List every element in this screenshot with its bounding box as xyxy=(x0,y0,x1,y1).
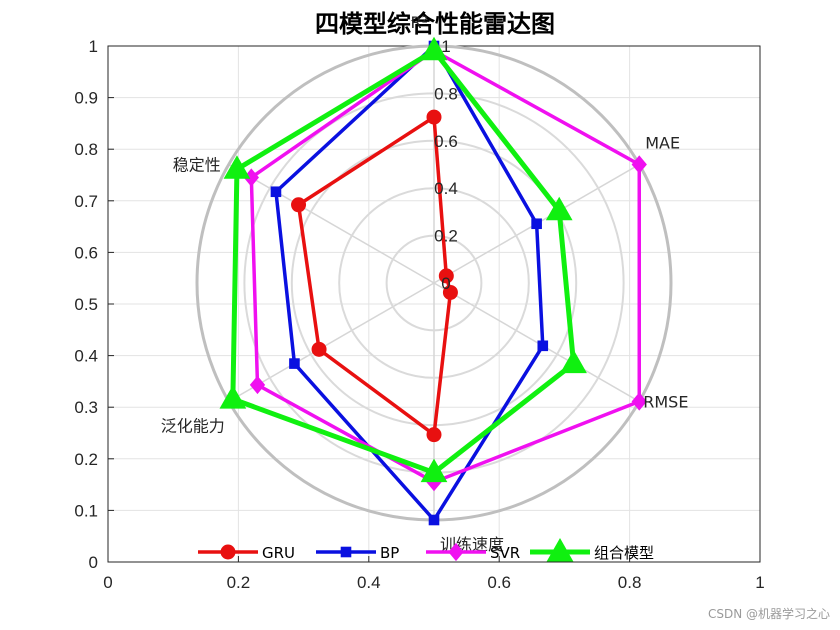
y-tick-label: 0.2 xyxy=(74,450,98,469)
y-tick-label: 0.9 xyxy=(74,89,98,108)
y-tick-label: 0.6 xyxy=(74,243,98,262)
data-point xyxy=(448,542,464,562)
x-tick-label: 0.8 xyxy=(618,573,642,592)
radar-spoke xyxy=(228,282,435,403)
chart-title: 四模型综合性能雷达图 xyxy=(315,9,555,38)
plot-area: 0 0.2 0.4 0.6 0.8 1 0 0.1 0.2 0.3 0.4 0.5 0.6 0.7 0.8 0… xyxy=(74,37,764,592)
y-tick-label: 0.5 xyxy=(74,295,98,314)
radar-axis-label: MAE xyxy=(645,134,680,153)
data-point xyxy=(249,375,266,395)
legend-item: SVR xyxy=(426,542,520,562)
x-tick-label: 0.2 xyxy=(227,573,251,592)
data-point xyxy=(219,385,247,409)
radial-tick-label: 0 xyxy=(441,274,450,293)
data-point xyxy=(531,218,542,230)
radar-axis-label: RMSE xyxy=(643,393,688,412)
data-point xyxy=(420,458,448,483)
legend-item: GRU xyxy=(198,544,295,562)
data-point xyxy=(631,155,647,174)
legend-label: 组合模型 xyxy=(594,544,654,562)
radial-tick-label: 0.2 xyxy=(434,227,458,246)
data-point xyxy=(270,186,282,198)
radar-spoke xyxy=(228,163,435,284)
y-tick-label: 0.4 xyxy=(74,347,98,366)
y-tick-label: 0.8 xyxy=(74,140,98,159)
legend-item: BP xyxy=(316,544,399,562)
data-point xyxy=(311,341,327,357)
data-point xyxy=(420,36,448,61)
radar-ring xyxy=(385,234,483,332)
data-point xyxy=(442,284,458,300)
radial-tick-label: 1 xyxy=(441,37,450,56)
legend-label: BP xyxy=(380,544,399,562)
radar-spoke xyxy=(433,282,640,403)
radar-axis-label: 泛化能力 xyxy=(161,417,225,436)
legend-label: SVR xyxy=(490,544,520,562)
data-point xyxy=(291,197,307,213)
legend-label: GRU xyxy=(262,544,295,562)
data-point xyxy=(428,514,440,526)
data-point xyxy=(631,392,647,411)
data-point xyxy=(545,196,573,221)
data-point xyxy=(426,109,442,125)
radar-ring xyxy=(338,187,530,379)
y-tick-label: 0 xyxy=(89,553,98,572)
radial-tick-label: 0.8 xyxy=(434,84,458,103)
legend: GRU BP SVR 组合模型 xyxy=(198,537,654,562)
data-point xyxy=(438,268,454,284)
data-point xyxy=(289,358,300,369)
y-tick-label: 1 xyxy=(89,37,98,56)
radial-tick-label: 0.4 xyxy=(434,179,458,198)
radial-tick-label: 0.6 xyxy=(434,132,458,151)
radar-axis-label: R² xyxy=(410,13,428,32)
y-tick-label: 0.3 xyxy=(74,398,98,417)
x-tick-label: 0.4 xyxy=(357,573,381,592)
radar-axis-label: 稳定性 xyxy=(173,156,221,175)
y-tick-label: 0.1 xyxy=(74,501,98,520)
x-tick-label: 1 xyxy=(755,573,764,592)
data-point xyxy=(537,340,549,352)
x-tick-label: 0 xyxy=(103,573,112,592)
series-circle xyxy=(291,109,458,443)
data-point xyxy=(223,155,251,179)
data-point xyxy=(546,537,574,562)
series-layer xyxy=(219,36,647,526)
data-point xyxy=(340,546,352,558)
data-point xyxy=(220,544,236,560)
y-tick-label: 0.7 xyxy=(74,192,98,211)
data-point xyxy=(426,427,442,443)
series-triangle xyxy=(219,36,587,483)
x-tick-label: 0.6 xyxy=(487,573,511,592)
watermark: CSDN @机器学习之心 xyxy=(708,606,830,621)
legend-item: 组合模型 xyxy=(530,537,654,562)
data-point xyxy=(560,349,587,374)
